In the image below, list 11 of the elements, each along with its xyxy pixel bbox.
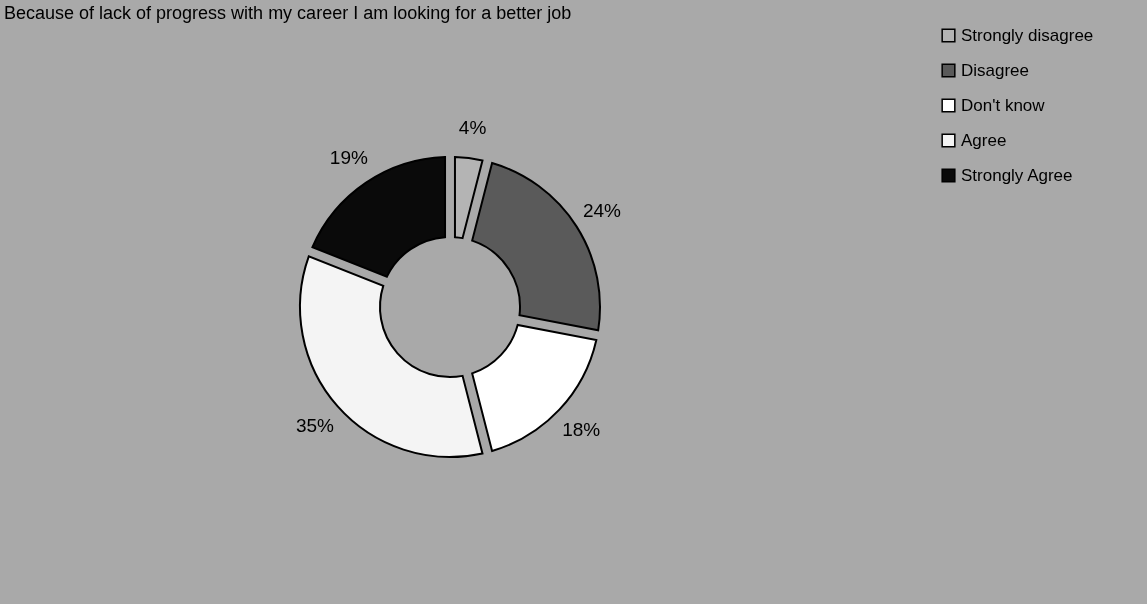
data-label: 35% (295, 415, 335, 437)
data-label: 4% (458, 117, 487, 139)
chart-title: Because of lack of progress with my career I am looking for a better job (4, 3, 572, 23)
data-label: 19% (329, 147, 368, 169)
legend-label: Agree (961, 130, 1007, 150)
data-label: 18% (562, 419, 601, 441)
legend-label: Strongly Agree (961, 165, 1073, 185)
data-label: 24% (582, 199, 622, 221)
legend-label: Strongly disagree (961, 25, 1094, 45)
legend-label: Don't know (961, 95, 1046, 115)
legend-label: Disagree (961, 60, 1030, 80)
